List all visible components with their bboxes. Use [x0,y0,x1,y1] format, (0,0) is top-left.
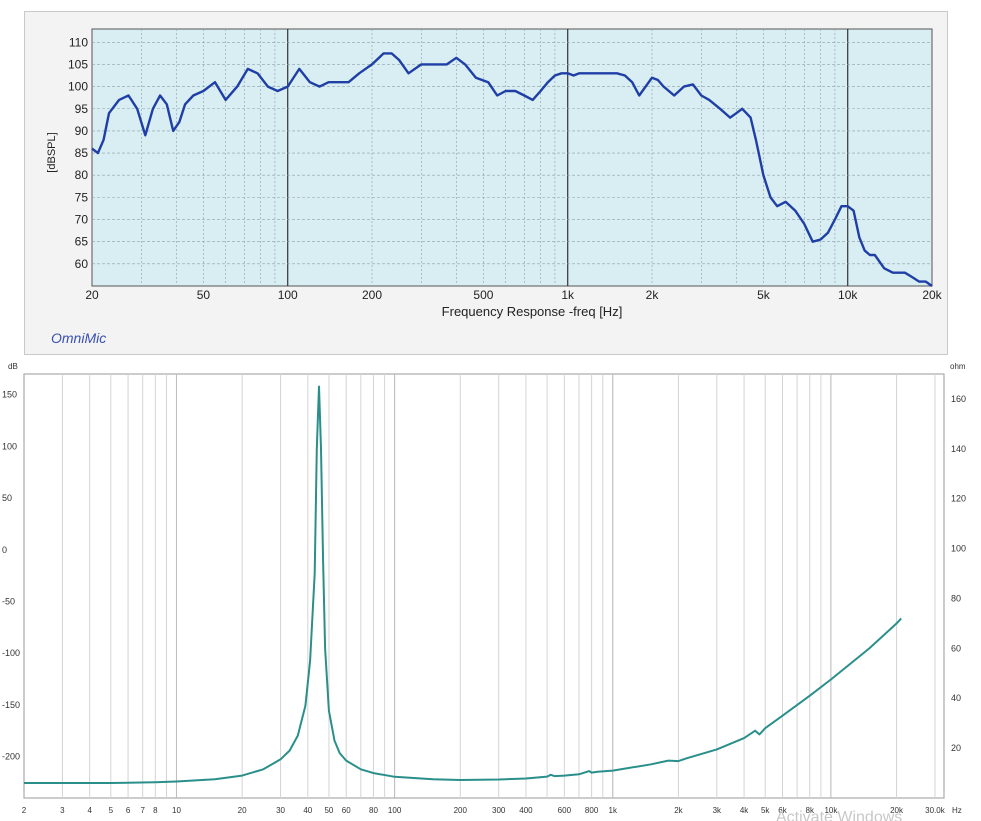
fr-y-tick-label: 105 [68,57,88,71]
imp-x-tick-label: 300 [492,806,506,815]
fr-y-tick-label: 60 [75,257,89,271]
fr-y-tick-label: 80 [75,168,89,182]
imp-y-tick-label: -150 [2,700,20,710]
imp-x-tick-label: 30 [276,806,285,815]
imp-y-tick-label: 0 [2,545,7,555]
imp-y-tick-label: 150 [2,390,17,400]
fr-x-tick-label: 20k [922,288,942,302]
imp-y-tick-label: -50 [2,597,15,607]
fr-x-axis-label: Frequency Response -freq [Hz] [442,304,623,319]
imp-x-tick-label: 400 [519,806,533,815]
imp-x-tick-label: 8 [153,806,158,815]
fr-x-tick-label: 500 [473,288,493,302]
fr-x-tick-label: 5k [757,288,771,302]
imp-x-tick-label: 8k [806,806,815,815]
fr-x-tick-label: 20 [85,288,99,302]
omnimic-brand: OmniMic [51,330,107,346]
imp-y2-tick-label: 100 [951,544,966,554]
fr-y-tick-label: 75 [75,190,89,204]
imp-y2-tick-label: 140 [951,444,966,454]
imp-x-tick-label: 100 [388,806,402,815]
imp-y2-tick-label: 40 [951,693,961,703]
fr-y-tick-label: 65 [75,235,89,249]
imp-plot-area [23,373,945,799]
imp-x-tick-label: 5k [761,806,770,815]
imp-x-tick-label: 5 [109,806,114,815]
fr-y-tick-label: 95 [75,102,89,116]
imp-x-unit-label: Hz [952,806,962,815]
imp-x-tick-label: 10 [172,806,181,815]
imp-y-tick-label: 50 [2,493,12,503]
frequency-response-chart: 60 65 70 75 80 85 90 95 100 105 110 20 50 100 200 500 1k… [46,28,943,319]
imp-x-tick-label: 800 [585,806,599,815]
fr-x-tick-label: 200 [362,288,382,302]
imp-x-tick-label: 7 [140,806,145,815]
imp-y-unit-label: dB [8,362,18,371]
fr-x-tick-label: 1k [561,288,575,302]
fr-x-tick-label: 50 [197,288,211,302]
imp-x-tick-label: 50 [324,806,333,815]
imp-x-tick-label: 10k [824,806,838,815]
imp-y2-tick-label: 80 [951,593,961,603]
imp-x-tick-label: 40 [303,806,312,815]
fr-y-tick-label: 90 [75,124,89,138]
fr-y-tick-label: 85 [75,146,89,160]
imp-x-tick-label: 80 [369,806,378,815]
imp-y2-tick-label: 20 [951,743,961,753]
imp-x-tick-label: 3k [713,806,722,815]
fr-y-tick-label: 110 [69,35,88,49]
imp-x-tick-label: 4 [87,806,92,815]
imp-x-tick-label: 20 [238,806,247,815]
imp-series-line [24,385,902,784]
imp-x-tick-label: 2 [22,806,27,815]
imp-x-tick-label: 60 [342,806,351,815]
imp-x-tick-label: 1k [609,806,618,815]
fr-y-axis-label: [dBSPL] [46,132,58,172]
imp-x-tick-label: 600 [558,806,572,815]
imp-y-tick-label: -200 [2,752,20,762]
imp-y2-tick-label: 160 [951,394,966,404]
fr-y-tick-label: 70 [75,213,89,227]
imp-y-tick-label: 100 [2,441,17,451]
fr-x-tick-label: 2k [646,288,660,302]
fr-series-line [91,52,933,287]
imp-x-tick-label: 2k [674,806,683,815]
fr-x-tick-label: 100 [278,288,298,302]
imp-x-tick-label: 20k [890,806,904,815]
fr-y-tick-label: 100 [68,80,88,94]
imp-x-tick-label: 30.0k [925,806,946,815]
imp-x-tick-label: 6 [126,806,131,815]
imp-y2-tick-label: 120 [951,494,966,504]
fr-x-tick-label: 10k [838,288,858,302]
imp-x-tick-label: 200 [454,806,468,815]
imp-x-tick-label: 3 [60,806,65,815]
fr-plot-area [91,28,933,287]
imp-y2-unit-label: ohm [950,362,966,371]
imp-x-tick-label: 4k [740,806,749,815]
imp-x-tick-label: 6k [778,806,787,815]
imp-y2-tick-label: 60 [951,643,961,653]
imp-y-tick-label: -100 [2,648,20,658]
activate-windows-watermark: Activate Windows [776,809,903,821]
